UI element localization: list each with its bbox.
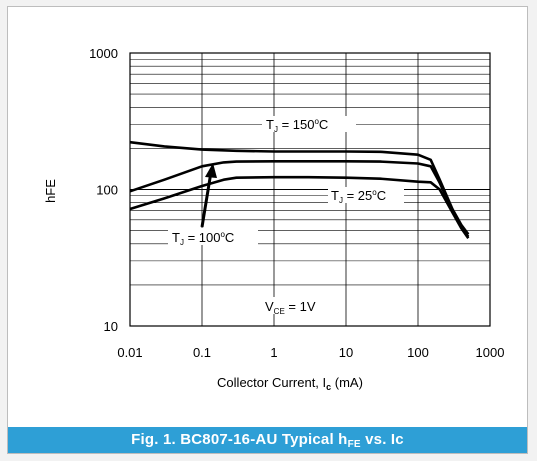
x-tick-label: 1000 — [476, 345, 505, 360]
x-tick-label: 10 — [339, 345, 353, 360]
annotation-tj-100: TJ = 100oC — [168, 228, 258, 247]
y-tick-label: 1000 — [89, 46, 118, 61]
svg-text:TJ = 25oC: TJ = 25oC — [331, 188, 386, 205]
x-tick-label: 0.1 — [193, 345, 211, 360]
annotation-vce: VCE = 1V — [262, 297, 338, 316]
series-line-0 — [129, 140, 470, 236]
y-axis-label: hFE — [43, 179, 58, 203]
y-tick-label: 100 — [96, 183, 118, 198]
annotation-tj-25: TJ = 25oC — [328, 187, 404, 205]
x-tick-label: 0.01 — [117, 345, 142, 360]
y-tick-label: 10 — [104, 319, 118, 334]
figure-panel — [7, 6, 528, 454]
grid — [130, 53, 490, 326]
svg-text:VCE = 1V: VCE = 1V — [265, 299, 316, 316]
series-line-1 — [129, 160, 470, 238]
annotation-arrow — [200, 163, 217, 228]
x-axis-label: Collector Current, Ic (mA) — [217, 375, 363, 392]
x-tick-labels: 0.01 0.1 1 10 100 1000 — [117, 345, 504, 360]
svg-text:TJ = 100oC: TJ = 100oC — [172, 230, 234, 247]
plot-frame — [129, 52, 491, 327]
x-tick-label: 100 — [407, 345, 429, 360]
annotation-tj-150: TJ = 150oC — [262, 116, 356, 134]
y-tick-labels: 10 100 1000 — [89, 46, 118, 334]
series-layer — [129, 140, 470, 239]
figure-caption: Fig. 1. BC807-16-AU Typical hFE vs. Ic — [8, 427, 527, 453]
x-tick-label: 1 — [270, 345, 277, 360]
svg-text:TJ = 150oC: TJ = 150oC — [266, 117, 328, 134]
